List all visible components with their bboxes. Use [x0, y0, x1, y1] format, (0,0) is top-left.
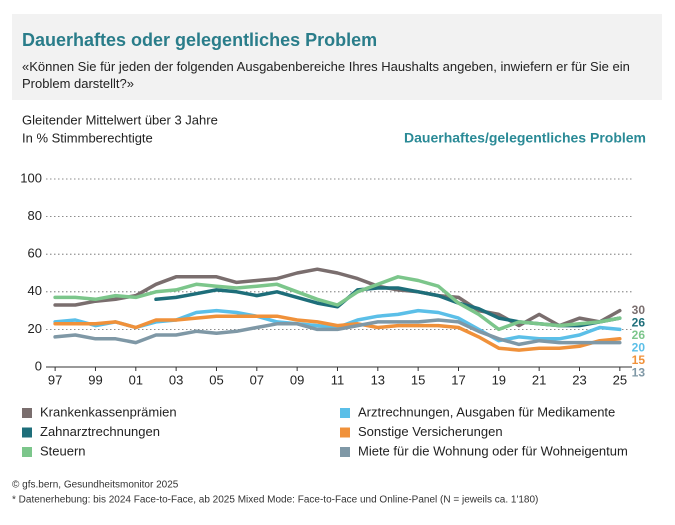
y-tick-label: 20: [28, 321, 42, 336]
source: © gfs.bern, Gesundheitsmonitor 2025: [12, 480, 179, 491]
line: [53, 275, 622, 332]
y-tick-label: 100: [20, 170, 42, 185]
legend-label: Steuern: [40, 443, 86, 458]
x-tick-label: 07: [250, 372, 264, 387]
y-tick-label: 0: [35, 358, 42, 373]
line: [53, 318, 622, 347]
x-tick-label: 11: [331, 372, 345, 387]
y-tick-label: 40: [28, 283, 42, 298]
x-tick-label: 09: [290, 372, 304, 387]
x-tick-label: 05: [209, 372, 223, 387]
y-tick-label: 60: [28, 246, 42, 261]
legend-swatch: [340, 447, 350, 457]
line: [53, 314, 622, 352]
legend-swatch: [340, 408, 350, 418]
subtitle: «Können Sie für jeden der folgenden Ausg…: [22, 59, 630, 91]
note: Gleitender Mittelwert über 3 Jahre: [22, 112, 218, 127]
legend-swatch: [22, 447, 32, 457]
footnote: * Datenerhebung: bis 2024 Face-to-Face, …: [12, 495, 538, 506]
x-tick-label: 97: [48, 372, 62, 387]
legend-label: Zahnarztrechnungen: [40, 424, 160, 439]
legend-swatch: [22, 408, 32, 418]
end-label: 26: [632, 315, 646, 329]
x-tick-label: 15: [411, 372, 425, 387]
x-tick-label: 17: [451, 372, 465, 387]
title: Dauerhaftes oder gelegentliches Problem: [22, 30, 378, 50]
legend-swatch: [340, 427, 350, 438]
legend-label: Krankenkassenprämien: [40, 404, 177, 419]
end-label: 13: [632, 365, 646, 379]
legend-label: Miete für die Wohnung oder für Wohneigen…: [358, 443, 628, 458]
end-label: 15: [632, 353, 646, 367]
note: In % Stimmberechtigte: [22, 130, 153, 145]
x-tick-label: 25: [613, 372, 627, 387]
end-label: 20: [632, 340, 646, 354]
legend-swatch: [22, 427, 32, 438]
x-tick-label: 99: [88, 372, 102, 387]
x-tick-label: 13: [371, 372, 385, 387]
end-label: 30: [632, 303, 646, 317]
legend-label: Arztrechnungen, Ausgaben für Medikamente: [358, 404, 615, 419]
x-tick-label: 19: [492, 372, 506, 387]
end-label: 26: [632, 328, 646, 342]
y-tick-label: 80: [28, 208, 42, 223]
legend-label: Sonstige Versicherungen: [358, 424, 503, 439]
y-label: Dauerhaftes/gelegentliches Problem: [404, 130, 646, 146]
x-tick-label: 01: [129, 372, 143, 387]
x-tick-label: 23: [572, 372, 586, 387]
x-tick-label: 03: [169, 372, 183, 387]
x-tick-label: 21: [532, 372, 546, 387]
header: Dauerhaftes oder gelegentliches Problem …: [12, 14, 662, 100]
